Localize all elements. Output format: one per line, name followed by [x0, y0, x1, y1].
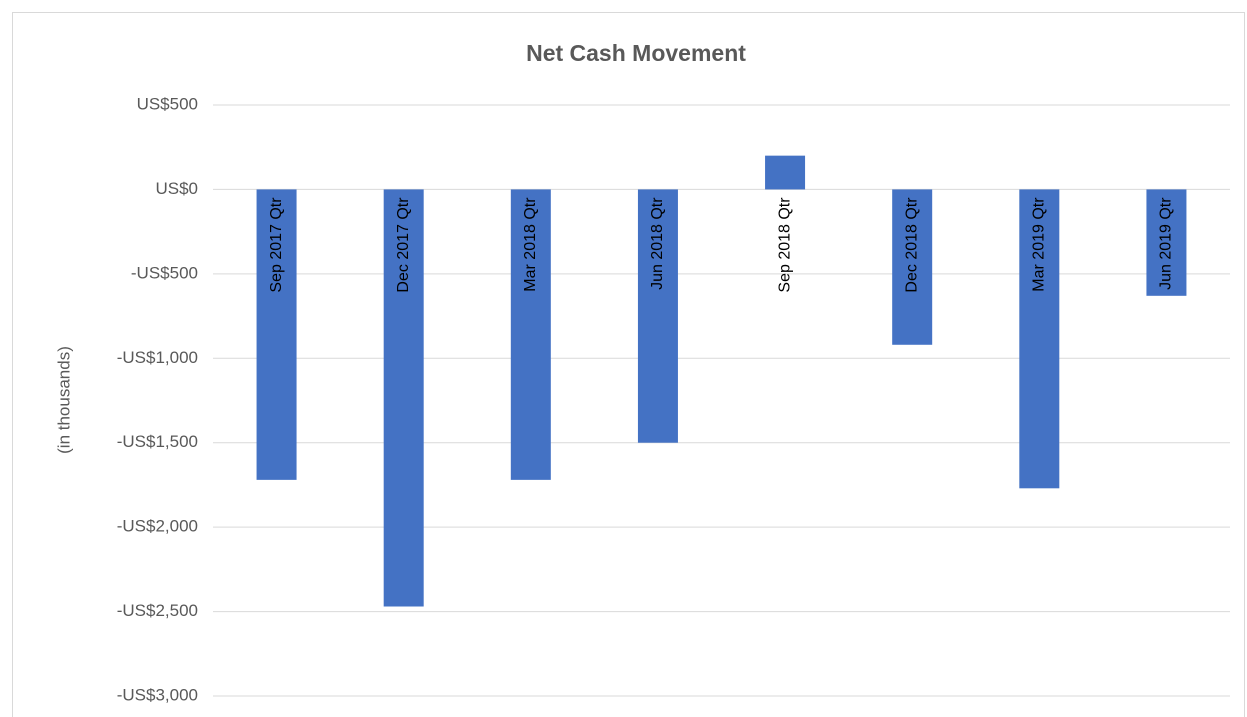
x-tick-label: Mar 2018 Qtr — [522, 197, 539, 292]
x-tick-label: Jun 2019 Qtr — [1158, 197, 1175, 290]
x-tick-label: Sep 2017 Qtr — [268, 197, 285, 293]
bar — [1146, 189, 1187, 296]
y-tick-label: -US$2,000 — [117, 517, 198, 536]
y-tick-label: -US$1,500 — [117, 432, 198, 451]
bar — [637, 189, 678, 443]
y-tick-label: -US$1,000 — [117, 348, 198, 367]
bar — [1019, 189, 1060, 489]
x-tick-label: Dec 2017 Qtr — [395, 197, 412, 293]
y-axis-label: (in thousands) — [54, 346, 73, 454]
y-tick-label: US$500 — [137, 94, 198, 113]
x-tick-label: Mar 2019 Qtr — [1031, 197, 1048, 292]
bar — [510, 189, 551, 480]
y-tick-label: -US$500 — [131, 263, 198, 282]
chart-title: Net Cash Movement — [526, 40, 746, 66]
x-tick-label: Sep 2018 Qtr — [776, 197, 793, 293]
bar — [256, 189, 297, 480]
y-tick-label: US$0 — [155, 179, 198, 198]
bar — [765, 155, 806, 190]
bar — [383, 189, 424, 607]
x-tick-label: Dec 2018 Qtr — [903, 197, 920, 293]
x-tick-label: Jun 2018 Qtr — [649, 197, 666, 290]
bar — [892, 189, 933, 345]
y-tick-label: -US$3,000 — [117, 685, 198, 704]
y-tick-label: -US$2,500 — [117, 601, 198, 620]
